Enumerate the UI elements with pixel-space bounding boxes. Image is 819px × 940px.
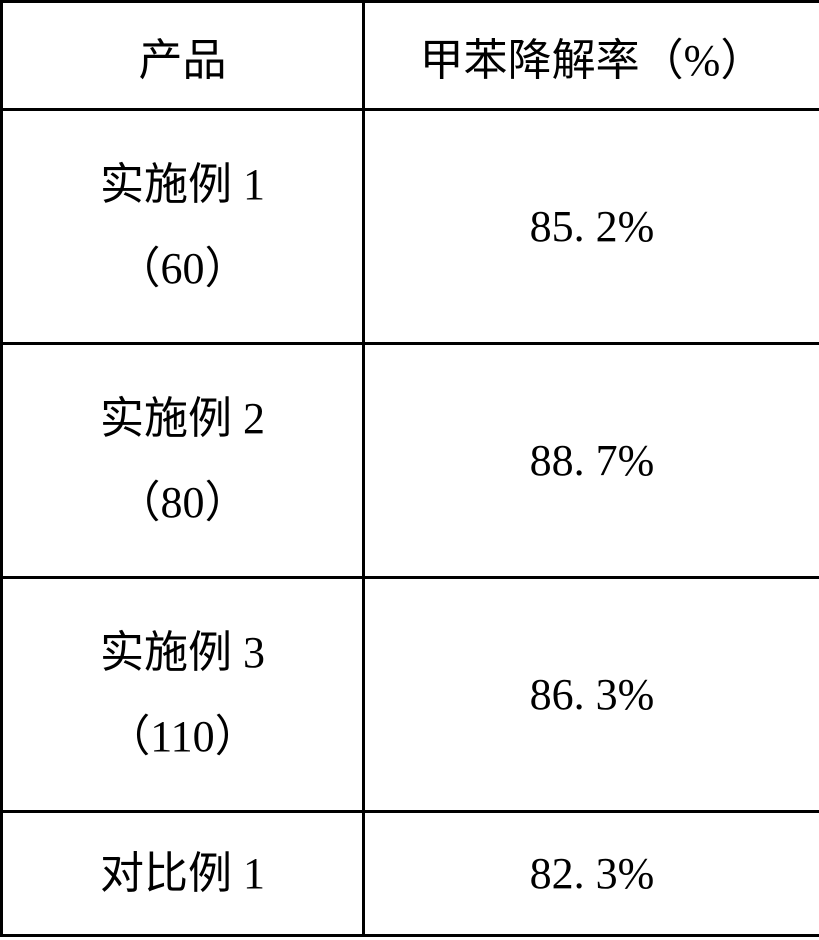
table-header-row: 产品 甲苯降解率（%）: [2, 2, 819, 110]
rate-cell: 86. 3%: [364, 578, 819, 812]
product-name: 实施例 3: [11, 611, 354, 695]
product-cell: 对比例 1: [2, 812, 364, 936]
product-param: （110）: [11, 695, 354, 779]
degradation-rate-table: 产品 甲苯降解率（%） 实施例 1 （60） 85. 2% 实施例 2 （80）…: [0, 0, 819, 937]
table-row: 实施例 2 （80） 88. 7%: [2, 344, 819, 578]
rate-cell: 88. 7%: [364, 344, 819, 578]
product-param: （80）: [11, 461, 354, 545]
product-name: 实施例 1: [11, 143, 354, 227]
rate-cell: 82. 3%: [364, 812, 819, 936]
table-row: 对比例 1 82. 3%: [2, 812, 819, 936]
column-header-rate: 甲苯降解率（%）: [364, 2, 819, 110]
product-param: （60）: [11, 227, 354, 311]
product-name: 对比例 1: [11, 832, 354, 916]
table-row: 实施例 3 （110） 86. 3%: [2, 578, 819, 812]
product-cell: 实施例 3 （110）: [2, 578, 364, 812]
rate-cell: 85. 2%: [364, 110, 819, 344]
table-row: 实施例 1 （60） 85. 2%: [2, 110, 819, 344]
product-cell: 实施例 2 （80）: [2, 344, 364, 578]
column-header-product: 产品: [2, 2, 364, 110]
product-name: 实施例 2: [11, 377, 354, 461]
product-cell: 实施例 1 （60）: [2, 110, 364, 344]
